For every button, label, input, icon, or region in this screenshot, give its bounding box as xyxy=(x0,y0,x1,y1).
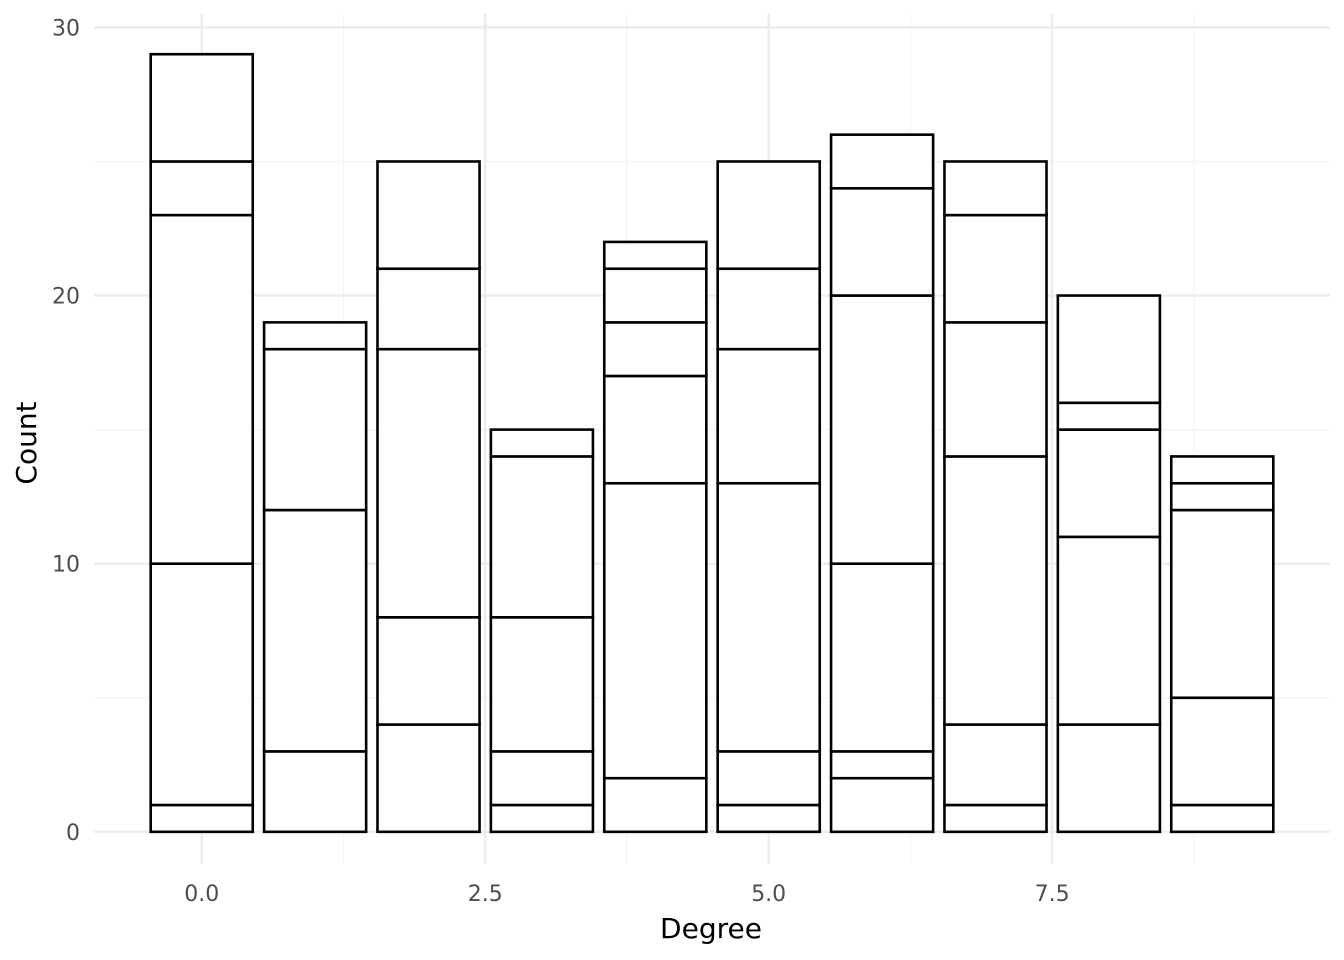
bars xyxy=(149,52,1275,834)
bar-segment xyxy=(716,803,822,834)
bar-segment xyxy=(376,347,481,619)
bar-segment xyxy=(262,750,368,834)
bar-segment xyxy=(489,616,595,753)
bar-segment xyxy=(376,160,481,271)
bar-degree-0 xyxy=(149,52,255,834)
bar-segment xyxy=(829,186,935,297)
bar-segment xyxy=(716,347,822,485)
bar-segment xyxy=(716,481,822,753)
bar-degree-4 xyxy=(602,240,708,834)
bar-segment xyxy=(1169,803,1275,834)
bar-segment xyxy=(149,213,255,565)
bar-segment xyxy=(943,803,1048,834)
bar-segment xyxy=(1169,455,1275,485)
bar-segment xyxy=(489,428,595,458)
y-tick-label: 30 xyxy=(52,16,80,41)
bar-degree-9 xyxy=(1169,455,1275,834)
bar-degree-1 xyxy=(262,321,368,834)
y-tick-label: 20 xyxy=(52,285,80,310)
bar-segment xyxy=(716,750,822,807)
bar-segment xyxy=(149,160,255,217)
bar-degree-8 xyxy=(1056,294,1162,834)
bar-segment xyxy=(376,267,481,351)
bar-segment xyxy=(489,750,595,807)
bar-segment xyxy=(489,455,595,619)
bar-segment xyxy=(602,776,708,834)
bar-degree-2 xyxy=(376,160,481,834)
x-tick-label: 2.5 xyxy=(468,882,503,907)
bar-segment xyxy=(1056,428,1162,539)
bar-segment xyxy=(149,803,255,834)
y-tick-label: 0 xyxy=(66,821,80,846)
x-tick-label: 5.0 xyxy=(751,882,786,907)
bar-segment xyxy=(716,160,822,271)
bar-segment xyxy=(149,562,255,807)
bar-segment xyxy=(943,160,1048,217)
bar-segment xyxy=(716,267,822,351)
bar-segment xyxy=(376,616,481,726)
bar-segment xyxy=(1169,696,1275,807)
x-tick-label: 7.5 xyxy=(1035,882,1070,907)
bar-segment xyxy=(1056,535,1162,726)
bar-segment xyxy=(602,321,708,378)
bar-segment xyxy=(829,776,935,834)
bar-segment xyxy=(149,52,255,163)
bar-segment xyxy=(602,240,708,271)
bar-degree-6 xyxy=(829,133,935,834)
bar-segment xyxy=(829,562,935,753)
bar-segment xyxy=(262,321,368,351)
bar-segment xyxy=(943,455,1048,726)
bar-segment xyxy=(262,508,368,753)
bar-segment xyxy=(262,347,368,512)
bar-segment xyxy=(1169,481,1275,512)
bar-degree-3 xyxy=(489,428,595,834)
bar-segment xyxy=(602,481,708,780)
bar-segment xyxy=(829,294,935,565)
x-axis-title: Degree xyxy=(660,912,762,945)
bar-segment xyxy=(943,213,1048,324)
bar-segment xyxy=(602,267,708,324)
y-axis-title: Count xyxy=(10,401,43,484)
bar-segment xyxy=(1056,294,1162,405)
bar-degree-5 xyxy=(716,160,822,834)
tick-labels: 0 10 20 30 0.0 2.5 5.0 7.5 xyxy=(52,16,1070,907)
bar-segment xyxy=(376,723,481,834)
bar-segment xyxy=(602,374,708,485)
bar-segment xyxy=(1056,723,1162,834)
bar-segment xyxy=(829,133,935,190)
bar-segment xyxy=(1169,508,1275,700)
x-tick-label: 0.0 xyxy=(184,882,219,907)
y-tick-label: 10 xyxy=(52,553,80,578)
bar-segment xyxy=(829,750,935,780)
bar-segment xyxy=(943,321,1048,458)
bar-segment xyxy=(489,803,595,834)
bar-segment xyxy=(1056,401,1162,431)
bar-segment xyxy=(943,723,1048,807)
bar-degree-7 xyxy=(943,160,1048,834)
